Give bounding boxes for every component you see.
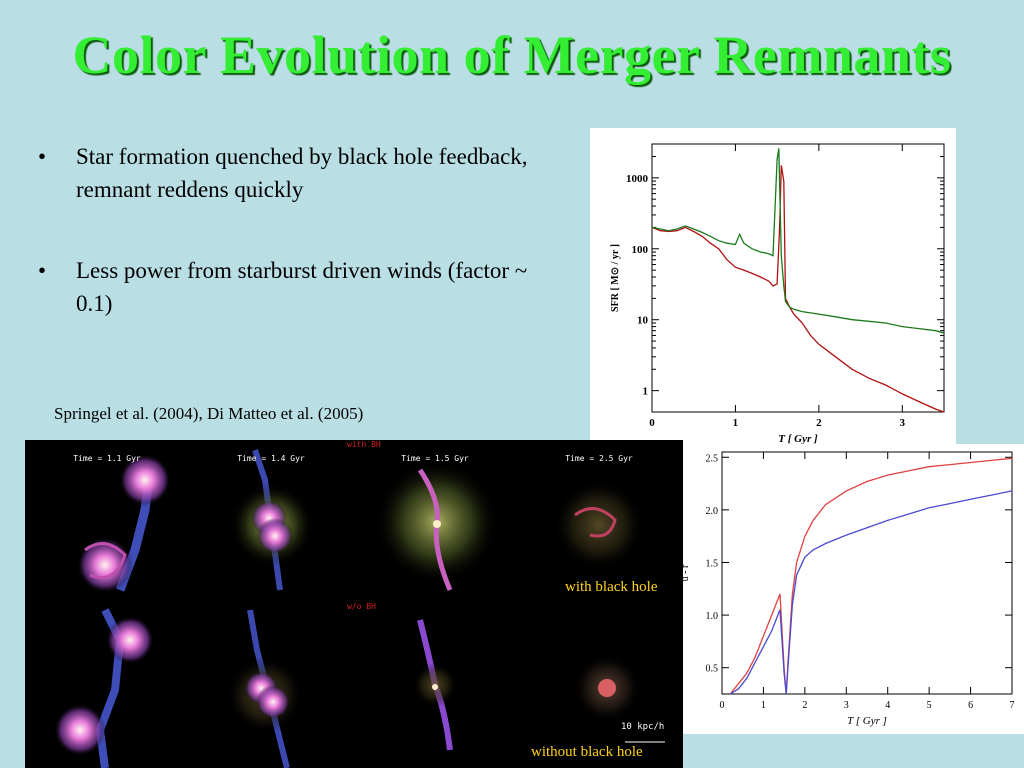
label-with-black-hole: with black hole xyxy=(565,579,658,595)
sfr-chart: 0 1 2 3 1 10 100 1000 T [ Gyr ] SFR [ M⊙ / yr ] xyxy=(590,128,956,444)
y-tick-label: 1.5 xyxy=(706,558,719,569)
y-axis-label: SFR [ M⊙ / yr ] xyxy=(610,244,621,312)
bullet-item: • Less power from starburst driven winds … xyxy=(38,254,558,320)
plot-frame xyxy=(651,143,945,413)
x-tick-label: 0 xyxy=(649,417,655,429)
y-tick-label: 1 xyxy=(643,386,649,398)
label-without-black-hole: without black hole xyxy=(531,744,643,760)
y-tick-label: 10 xyxy=(637,315,649,327)
x-tick-label: 2 xyxy=(816,417,822,429)
simulation-image-grid: Time = 1.1 Gyr Time = 1.4 Gyr Time = 1.5… xyxy=(25,440,683,768)
panel-top-3 xyxy=(375,460,499,591)
citation: Springel et al. (2004), Di Matteo et al.… xyxy=(54,404,364,423)
row-label-without-bh: w/o BH xyxy=(347,602,376,611)
time-label: Time = 1.4 Gyr xyxy=(237,454,305,463)
bullet-list: • Star formation quenched by black hole f… xyxy=(38,140,558,368)
panel-top-4 xyxy=(554,480,644,570)
series-line xyxy=(651,165,945,413)
x-tick-label: 0 xyxy=(720,700,725,711)
series-line xyxy=(729,457,1013,695)
panel-bottom-2 xyxy=(227,609,303,768)
x-axis-label: T [ Gyr ] xyxy=(778,433,818,444)
series-line xyxy=(651,148,945,334)
y-tick-label: 1000 xyxy=(626,173,649,185)
simulation-render xyxy=(54,449,665,768)
x-tick-label: 1 xyxy=(761,700,766,711)
y-axis-label: u - r xyxy=(682,564,691,581)
x-tick-label: 2 xyxy=(802,700,807,711)
x-tick-label: 6 xyxy=(968,700,973,711)
x-tick-label: 3 xyxy=(900,417,906,429)
y-tick-label: 100 xyxy=(632,244,649,256)
time-label: Time = 1.5 Gyr xyxy=(401,454,469,463)
x-tick-label: 5 xyxy=(927,700,932,711)
x-tick-label: 4 xyxy=(885,700,890,711)
slide-title: Color Evolution of Merger Remnants xyxy=(72,25,952,85)
sfr-chart-svg: 0 1 2 3 1 10 100 1000 T [ Gyr ] SFR [ M⊙ / yr ] xyxy=(610,143,945,444)
plot-frame xyxy=(721,451,1013,695)
y-tick-label: 0.5 xyxy=(706,664,719,675)
panel-bottom-1 xyxy=(54,608,154,768)
color-chart-svg: 0 1 2 3 4 5 6 7 0.5 1.0 1.5 2.0 2.5 T [ Gyr ] u - r xyxy=(682,451,1015,727)
x-tick-label: 7 xyxy=(1010,700,1015,711)
panel-top-2 xyxy=(230,449,314,591)
bullet-text: Less power from starburst driven winds (… xyxy=(76,258,528,316)
y-tick-label: 1.0 xyxy=(706,611,719,622)
y-tick-label: 2.5 xyxy=(706,453,719,464)
color-chart: 0 1 2 3 4 5 6 7 0.5 1.0 1.5 2.0 2.5 T [ Gyr ] u - r xyxy=(682,444,1024,734)
series-line xyxy=(729,490,1013,695)
x-tick-label: 3 xyxy=(844,700,849,711)
x-tick-label: 1 xyxy=(733,417,739,429)
time-label: Time = 2.5 Gyr xyxy=(565,454,633,463)
bullet-dot: • xyxy=(38,258,47,283)
panel-bottom-4 xyxy=(573,654,641,722)
scale-bar-label: 10 kpc/h xyxy=(621,722,665,732)
row-label-with-bh: with BH xyxy=(347,440,381,449)
x-axis-label: T [ Gyr ] xyxy=(847,715,887,727)
bullet-text: Star formation quenched by black hole fe… xyxy=(76,144,528,202)
panel-bottom-3 xyxy=(413,619,457,751)
time-label: Time = 1.1 Gyr xyxy=(73,454,141,463)
panel-top-1 xyxy=(77,454,171,593)
bullet-item: • Star formation quenched by black hole f… xyxy=(38,140,558,206)
bullet-dot: • xyxy=(38,144,47,169)
y-tick-label: 2.0 xyxy=(706,506,719,517)
